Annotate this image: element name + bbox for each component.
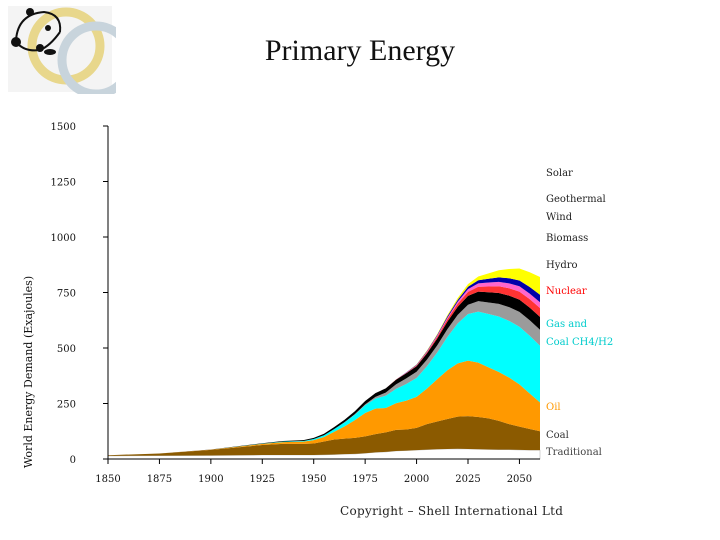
y-axis-ticks: 0 250 500 750 1000 1250 1500 [51,122,108,466]
legend-label-hydro: Hydro [546,260,578,271]
x-tick-label: 2000 [404,474,429,485]
page-title: Primary Energy [264,34,456,67]
area-series-1 [108,416,540,456]
area-series-2 [108,360,540,456]
y-tick-label: 1250 [51,178,76,189]
legend-label-geothermal: Geothermal [546,194,606,205]
legend-label-gas-and-coal-ch4-h2: Gas and Coal CH4/H2 [546,319,613,348]
x-tick-label: 1975 [352,474,377,485]
area-layers [107,268,541,460]
y-tick-label: 1000 [51,233,76,244]
x-tick-label: 1900 [198,474,223,485]
legend-label-biomass: Biomass [546,233,588,244]
legend-label-solar: Solar [546,168,573,179]
y-tick-label: 500 [57,344,76,355]
x-tick-label: 1925 [250,474,275,485]
x-tick-label: 2050 [507,474,532,485]
y-tick-label: 0 [70,455,76,466]
x-tick-label: 1850 [95,474,120,485]
y-tick-label: 250 [57,400,76,411]
legend-label-wind: Wind [546,212,573,223]
x-tick-label: 2025 [455,474,480,485]
legend-label-coal: Coal [546,430,569,441]
area-series-3 [108,311,540,456]
legend-label-nuclear: Nuclear [546,286,587,297]
copyright-notice: Copyright – Shell International Ltd [340,504,564,518]
legend-label-oil: Oil [546,402,561,413]
legend-label-traditional: Traditional [546,447,602,458]
company-logo [8,6,116,94]
y-axis-label: World Energy Demand (Exajoules) [22,276,35,468]
x-tick-label: 1950 [301,474,326,485]
series-legend: Solar Geothermal Wind Biomass Hydro Nuclear Ga… [546,168,613,458]
x-tick-label: 1875 [147,474,172,485]
y-tick-label: 750 [57,289,76,300]
y-tick-label: 1500 [51,122,76,133]
x-axis-ticks: 1850 1875 1900 1925 1950 1975 2000 2025 2050 [95,459,532,485]
